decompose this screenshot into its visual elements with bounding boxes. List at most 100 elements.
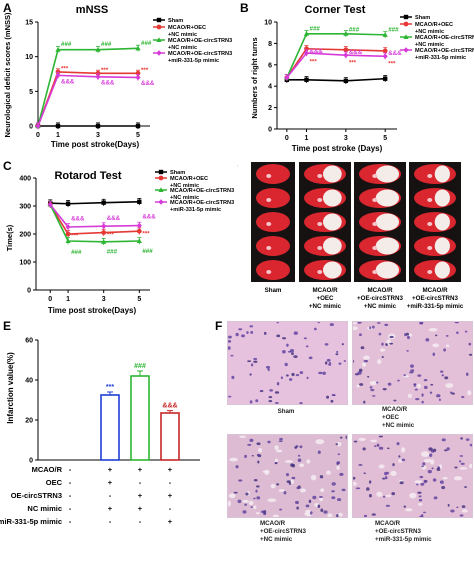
nucleus bbox=[329, 323, 334, 327]
nucleus bbox=[389, 342, 394, 345]
nucleus bbox=[291, 372, 295, 377]
y-tick-label: 0 bbox=[268, 127, 272, 134]
significance-label: &&& bbox=[142, 214, 156, 221]
series-line bbox=[49, 204, 140, 228]
chart-b-ylabel: Numbers of right turns bbox=[250, 37, 259, 118]
chart-c-plot: 0 100 200 300 400 0 1 3 5 &&& &&& &&& *** *** *** ### ##… bbox=[19, 176, 156, 304]
nucleus bbox=[228, 339, 232, 343]
histo-caption-circ-1: MCAO/R bbox=[260, 520, 286, 527]
histo-caption-mir-1: MCAO/R bbox=[375, 520, 401, 527]
nucleus bbox=[268, 399, 273, 403]
nucleus bbox=[460, 437, 463, 440]
histo-caption-mir-2: +OE-circSTRN3 bbox=[375, 528, 421, 535]
significance-label: &&& bbox=[141, 80, 155, 87]
histology-image-oec-nc bbox=[352, 321, 473, 405]
nucleus bbox=[446, 447, 450, 451]
y-tick-label: 15 bbox=[25, 20, 33, 27]
nucleus bbox=[318, 371, 323, 375]
nucleus bbox=[450, 509, 455, 513]
legend-marker bbox=[403, 47, 409, 53]
series-line bbox=[49, 204, 140, 235]
vacuole bbox=[242, 499, 249, 503]
nucleus bbox=[274, 391, 280, 394]
nucleus bbox=[419, 475, 424, 479]
nucleus bbox=[459, 455, 464, 457]
nucleus bbox=[256, 442, 261, 446]
nucleus bbox=[299, 401, 303, 404]
y-tick-label: 10 bbox=[264, 20, 272, 27]
nucleus bbox=[299, 445, 303, 449]
nucleus bbox=[381, 356, 384, 359]
nucleus bbox=[417, 491, 422, 494]
histo-caption-oec-2: +OEC bbox=[382, 414, 400, 421]
nucleus bbox=[429, 391, 433, 394]
vacuole bbox=[376, 491, 383, 497]
nucleus bbox=[253, 360, 258, 363]
data-point bbox=[303, 30, 310, 36]
nucleus bbox=[291, 476, 296, 480]
infarct-region bbox=[375, 261, 400, 279]
data-point bbox=[95, 123, 101, 129]
vacuole bbox=[336, 465, 340, 470]
nucleus bbox=[244, 454, 247, 458]
nucleus bbox=[338, 362, 342, 365]
legend-label: +NC mimic bbox=[168, 45, 197, 51]
nucleus bbox=[447, 503, 450, 507]
nucleus bbox=[366, 487, 370, 491]
nucleus bbox=[436, 394, 441, 398]
ventricle bbox=[266, 174, 272, 178]
chart-e-plot: 0 20 40 60 *** ### &&& bbox=[25, 338, 200, 465]
panel-f-label-svg: F bbox=[215, 319, 222, 333]
condition-value: - bbox=[169, 504, 172, 513]
nucleus bbox=[433, 496, 438, 500]
legend-label: +NC mimic bbox=[415, 42, 444, 48]
legend-label: +miR-331-5p mimic bbox=[168, 58, 219, 64]
nucleus bbox=[331, 490, 335, 493]
nucleus bbox=[459, 514, 464, 517]
vacuole bbox=[253, 505, 257, 510]
nucleus bbox=[464, 330, 468, 333]
brain-caption: +OE-circSTRN3 bbox=[357, 295, 403, 302]
histology-image-circ-mir bbox=[352, 434, 473, 518]
brain-caption: +miR-331-5p mimic bbox=[407, 303, 464, 310]
bar bbox=[130, 375, 150, 461]
nucleus bbox=[255, 399, 259, 403]
condition-value: - bbox=[139, 517, 142, 526]
condition-value: + bbox=[138, 465, 143, 474]
vacuole bbox=[262, 470, 270, 473]
nucleus bbox=[406, 349, 409, 352]
nucleus bbox=[425, 338, 430, 342]
significance-label: ### bbox=[61, 41, 72, 48]
vacuole bbox=[390, 470, 397, 476]
nucleus bbox=[431, 467, 434, 470]
nucleus bbox=[392, 463, 395, 467]
x-tick-label: 5 bbox=[136, 132, 140, 139]
condition-value: - bbox=[69, 504, 72, 513]
nucleus bbox=[359, 383, 364, 386]
vacuole bbox=[310, 474, 317, 481]
nucleus bbox=[461, 505, 466, 508]
infarct-region bbox=[322, 189, 342, 207]
legend-label: MCAO/R+OE-circSTRN3 bbox=[415, 48, 474, 54]
panel-letter-c: C bbox=[3, 159, 12, 173]
significance-label: &&& bbox=[310, 48, 324, 55]
legend-label: Sham bbox=[170, 170, 185, 176]
nucleus bbox=[249, 400, 253, 404]
data-point bbox=[382, 53, 388, 60]
nucleus bbox=[378, 332, 382, 336]
data-point bbox=[95, 46, 101, 52]
nucleus bbox=[326, 395, 330, 399]
nucleus bbox=[250, 506, 253, 508]
vacuole bbox=[362, 362, 367, 367]
significance-label: &&& bbox=[61, 79, 75, 86]
nucleus bbox=[295, 374, 300, 377]
histo-caption-circ-2: +OE-circSTRN3 bbox=[260, 528, 306, 535]
ventricle bbox=[266, 198, 272, 202]
nucleus bbox=[382, 388, 387, 391]
nucleus bbox=[317, 450, 321, 455]
nucleus bbox=[353, 476, 356, 480]
nucleus bbox=[451, 392, 455, 395]
nucleus bbox=[268, 396, 273, 399]
legend-marker bbox=[158, 199, 164, 205]
nucleus bbox=[290, 463, 294, 467]
